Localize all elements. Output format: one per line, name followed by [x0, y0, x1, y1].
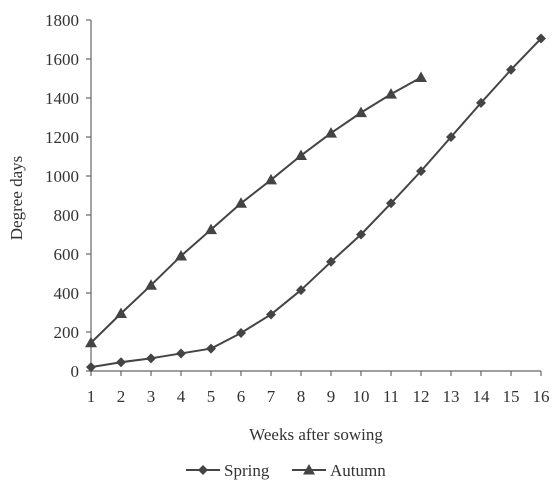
- y-tick-label: 600: [54, 245, 80, 264]
- legend-item-autumn: Autumn: [292, 461, 386, 480]
- data-point-spring: [176, 348, 186, 359]
- y-tick-label: 400: [54, 284, 80, 303]
- legend-marker-spring: [198, 465, 208, 475]
- x-tick-label: 11: [383, 387, 399, 406]
- data-point-spring: [296, 285, 306, 296]
- y-axis-title: Degree days: [7, 156, 26, 241]
- x-axis-title: Weeks after sowing: [249, 425, 383, 444]
- x-tick-label: 9: [327, 387, 336, 406]
- x-tick-label: 4: [177, 387, 186, 406]
- y-axis: 0 200 400 600 800 1000 1200 1400 1600 1800: [45, 11, 92, 381]
- data-point-autumn: [175, 249, 187, 261]
- x-tick-label: 14: [473, 387, 491, 406]
- legend-item-spring: Spring: [186, 461, 270, 480]
- data-point-autumn: [265, 173, 277, 185]
- series-line-spring: [90, 37, 542, 369]
- data-point-autumn: [235, 197, 247, 208]
- x-axis: 1 2 3 4 5 6 7 8 9 10 11 12 13 14 15 16: [87, 370, 550, 406]
- data-point-autumn: [325, 127, 337, 138]
- legend-label-autumn: Autumn: [330, 461, 386, 480]
- series-layer: [85, 33, 546, 373]
- y-tick-label: 1400: [45, 89, 79, 108]
- series-autumn: [85, 71, 427, 348]
- y-tick-label: 0: [71, 362, 80, 381]
- y-tick-label: 200: [54, 323, 80, 342]
- data-point-spring: [446, 132, 456, 142]
- data-point-autumn: [115, 307, 127, 318]
- legend: Spring Autumn: [186, 461, 386, 480]
- data-point-spring: [266, 309, 276, 320]
- legend-marker-autumn: [303, 464, 315, 475]
- data-point-autumn: [85, 336, 97, 348]
- x-tick-label: 3: [147, 387, 156, 406]
- data-point-spring: [476, 97, 486, 108]
- y-tick-label: 1000: [45, 167, 79, 186]
- x-tick-label: 6: [237, 387, 246, 406]
- x-tick-label: 2: [117, 387, 126, 406]
- data-point-autumn: [355, 106, 367, 118]
- x-tick-label: 12: [413, 387, 430, 406]
- y-tick-label: 1800: [45, 11, 79, 30]
- y-tick-label: 1600: [45, 50, 79, 69]
- data-point-spring: [116, 357, 126, 368]
- data-point-autumn: [385, 88, 397, 99]
- x-tick-label: 10: [353, 387, 370, 406]
- data-point-spring: [416, 166, 426, 177]
- data-point-spring: [86, 362, 96, 373]
- data-point-autumn: [295, 149, 307, 161]
- x-tick-label: 8: [297, 387, 306, 406]
- y-tick-label: 1200: [45, 128, 79, 147]
- data-point-spring: [326, 256, 336, 267]
- data-point-spring: [536, 33, 546, 44]
- data-point-autumn: [415, 71, 427, 83]
- y-tick-label: 800: [54, 206, 80, 225]
- data-point-spring: [146, 353, 156, 364]
- x-tick-label: 1: [87, 387, 96, 406]
- data-point-autumn: [205, 223, 217, 235]
- data-point-spring: [506, 64, 516, 75]
- x-tick-label: 5: [207, 387, 216, 406]
- data-point-spring: [356, 229, 366, 240]
- data-point-spring: [236, 327, 246, 338]
- series-line-autumn: [90, 76, 422, 344]
- data-point-spring: [206, 343, 216, 354]
- x-tick-label: 7: [267, 387, 276, 406]
- x-tick-label: 16: [533, 387, 550, 406]
- data-point-spring: [386, 198, 396, 209]
- x-tick-label: 13: [443, 387, 460, 406]
- series-spring: [86, 33, 546, 373]
- data-point-autumn: [145, 279, 157, 290]
- legend-label-spring: Spring: [224, 461, 270, 480]
- x-tick-label: 15: [503, 387, 520, 406]
